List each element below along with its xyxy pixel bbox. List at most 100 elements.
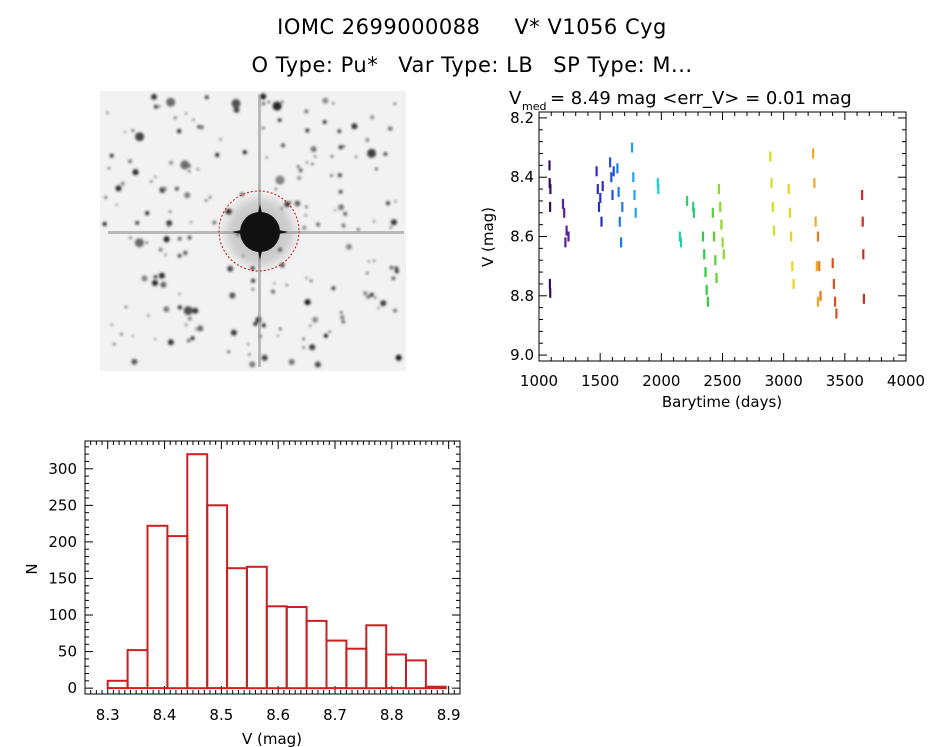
lc-point [634,207,637,218]
finder-star [185,323,188,327]
finder-star [267,100,271,104]
finder-star [212,220,217,225]
hist-x-tick-label: 8.7 [323,706,347,724]
lc-point [549,184,552,195]
lc-point [549,287,552,298]
lightcurve-ticks [538,112,907,361]
finder-star [227,350,230,353]
finder-star [113,343,116,346]
finder-star [312,316,319,323]
hist-x-tick-label: 8.8 [380,706,404,724]
finder-star [342,145,345,148]
hist-bar [106,679,129,690]
finder-star [109,153,114,158]
lc-point [561,198,565,209]
finder-star [174,116,177,120]
finder-star [314,361,321,368]
lc-point [617,187,620,197]
finder-star [150,180,153,183]
lc-point [715,273,718,283]
finder-star [224,210,228,214]
finder-star [145,211,150,216]
finder-star [309,279,313,283]
finder-star [294,200,301,207]
hist-bar [285,606,308,690]
lc-x-tick-label: 1000 [520,372,558,390]
finder-star [169,160,174,165]
finder-star [363,291,368,296]
hist-y-tick-label: 50 [58,643,77,661]
finder-star [310,146,317,153]
finder-image [100,91,406,371]
finder-star [354,155,358,158]
histogram-ticks [84,441,461,694]
lc-point [609,157,612,168]
lc-y-tick-label: 9.0 [510,346,534,364]
lc-point [620,237,623,248]
finder-star [251,278,256,283]
finder-star [304,299,311,306]
finder-star [394,266,399,271]
lc-point [633,190,636,200]
finder-star [215,153,220,157]
hist-bar [265,605,288,690]
finder-star [197,325,204,332]
finder-star [260,93,267,100]
finder-star [372,220,376,223]
finder-star [316,222,321,227]
finder-star [387,126,392,131]
finder-star [110,323,113,326]
hist-bar [305,619,328,690]
lc-point [790,231,793,242]
iomc-id: IOMC 2699000088 [277,15,481,39]
lc-point [632,172,635,183]
finder-star [330,174,333,177]
finder-star [247,343,250,346]
lc-y-tick-label: 8.2 [510,109,534,127]
finder-star [115,185,122,192]
lightcurve-x-axis-label: Barytime (days) [662,393,782,411]
finder-star [265,156,268,159]
finder-star [231,99,241,108]
finder-star [309,324,312,327]
lc-point [548,178,551,189]
finder-star [166,220,173,227]
lc-point [711,207,714,218]
finder-star [275,175,285,185]
finder-star [104,196,107,199]
lc-point [601,181,604,192]
lc-point [771,201,774,212]
lc-point [705,284,708,295]
lc-point [719,201,722,212]
finder-star [305,128,310,133]
finder-star [383,152,388,156]
variability-type: Var Type: LB [398,53,534,77]
finder-star [134,238,144,248]
hist-x-tick-label: 8.4 [153,706,177,724]
finder-star [183,250,188,255]
finder-star [242,150,247,155]
target-star [108,95,404,367]
finder-star [230,329,237,336]
hist-bar [365,624,388,690]
histogram-x-axis-label: V (mag) [242,730,302,747]
lc-point [722,249,725,260]
finder-star [394,200,397,203]
lc-point [861,190,864,200]
lc-point [703,249,706,260]
finder-star [305,205,308,209]
lc-point [862,293,865,304]
hist-x-tick-label: 8.5 [209,706,233,724]
finder-star [162,186,167,191]
finder-star [288,359,295,365]
histogram-y-axis-label: N [23,563,41,574]
finder-star [333,208,337,212]
finder-star [229,292,236,299]
histogram-frame [84,440,461,695]
finder-star [313,155,317,158]
hist-y-tick-label: 0 [67,679,77,697]
finder-star [261,354,268,361]
lc-point [792,278,795,289]
hist-y-tick-label: 250 [48,496,77,514]
finder-star [192,118,195,122]
